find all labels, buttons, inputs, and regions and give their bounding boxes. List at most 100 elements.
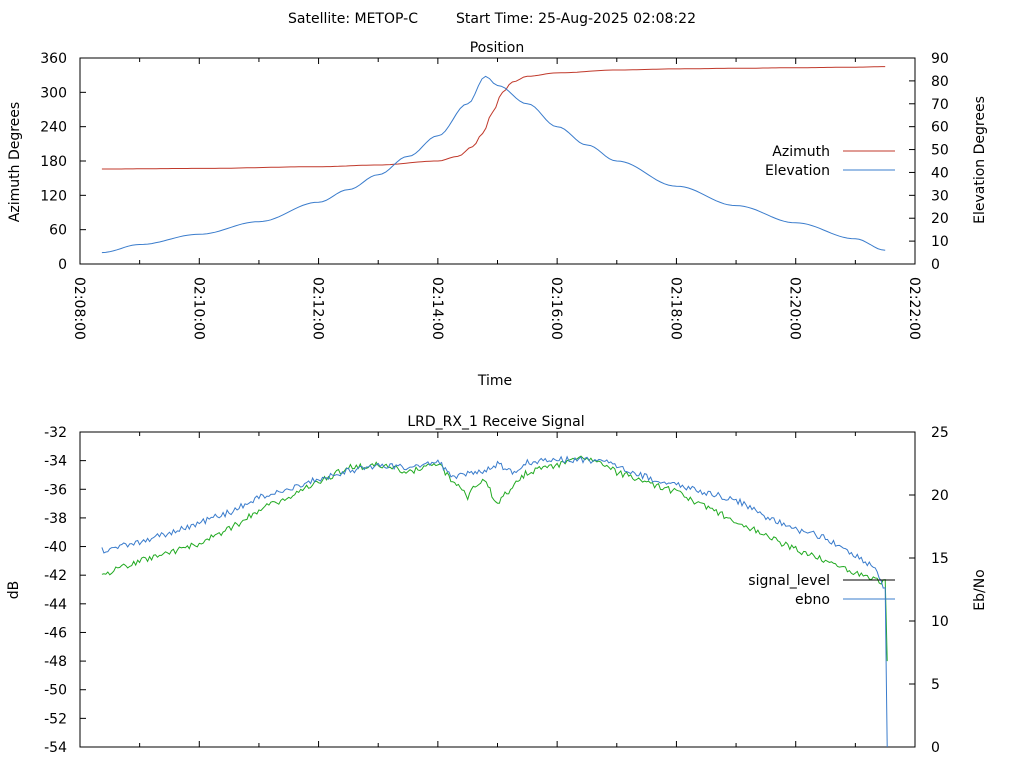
signal-series-signal-level-point xyxy=(407,472,408,473)
signal-series-ebno-point xyxy=(199,522,200,523)
position-series-azimuth-point xyxy=(616,69,617,70)
signal-series-signal-level-point xyxy=(199,543,200,544)
signal-y-tick-label: -42 xyxy=(44,568,67,584)
signal-series-ebno-point xyxy=(736,499,737,500)
signal-chart-title: LRD_RX_1 Receive Signal xyxy=(407,414,584,430)
signal-series-signal-level-point xyxy=(318,482,319,483)
signal-series-ebno-point xyxy=(318,478,319,479)
position-series-elevation-line xyxy=(101,75,886,254)
position-y-tick-label: 0 xyxy=(58,257,67,273)
signal-series-signal-level-point xyxy=(887,661,888,662)
signal-series-ebno-point xyxy=(101,550,102,551)
signal-series-signal-level-point xyxy=(557,464,558,465)
signal-series-signal-level-point xyxy=(482,477,483,478)
signal-y2-tick-label: 20 xyxy=(931,488,949,504)
signal-series-ebno-point xyxy=(229,512,230,513)
position-x-tick-label: 02:18:00 xyxy=(667,277,683,340)
signal-y-tick-label: -46 xyxy=(44,625,67,641)
position-series-elevation-point xyxy=(139,244,140,245)
signal-y-tick-label: -32 xyxy=(44,425,67,441)
position-y2-tick-label: 30 xyxy=(931,188,949,204)
position-y2-tick-label: 80 xyxy=(931,74,949,90)
signal-series-signal-level-point xyxy=(139,560,140,561)
position-series-elevation-point xyxy=(199,234,200,235)
position-series-azimuth-point xyxy=(676,68,677,69)
signal-series-ebno-point xyxy=(348,471,349,472)
position-series-azimuth-point xyxy=(472,146,473,147)
signal-y-tick-label: -34 xyxy=(44,454,67,470)
signal-series-ebno-point xyxy=(288,489,289,490)
signal-y-tick-label: -44 xyxy=(44,597,67,613)
position-y2-tick-label: 10 xyxy=(931,234,949,250)
signal-series-signal-level-point xyxy=(288,496,289,497)
signal-series-signal-level-point xyxy=(258,510,259,511)
signal-series-signal-level-point xyxy=(676,492,677,493)
signal-series-ebno-point xyxy=(139,542,140,543)
signal-series-signal-level-point xyxy=(512,486,513,487)
signal-legend-label: signal_level xyxy=(748,573,830,589)
position-x-tick-label: 02:22:00 xyxy=(906,277,922,340)
signal-series-signal-level-point xyxy=(527,472,528,473)
position-series-elevation-point xyxy=(407,156,408,157)
signal-series-ebno-point xyxy=(855,555,856,556)
signal-series-ebno-point xyxy=(616,464,617,465)
position-series-elevation-point xyxy=(586,144,587,145)
position-series-azimuth-point xyxy=(502,92,503,93)
signal-series-signal-level-point xyxy=(765,536,766,537)
signal-series-ebno-point xyxy=(407,467,408,468)
position-plot-frame xyxy=(79,57,916,265)
position-y-tick-label: 120 xyxy=(40,188,67,204)
position-series-azimuth-point xyxy=(492,112,493,113)
signal-series-ebno-point xyxy=(706,492,707,493)
position-y2-tick-label: 0 xyxy=(931,257,940,273)
signal-series-signal-level-point xyxy=(229,529,230,530)
position-series-elevation-point xyxy=(467,103,468,104)
signal-series-signal-level-point xyxy=(736,520,737,521)
signal-y-tick-label: -52 xyxy=(44,711,67,727)
signal-series-signal-level-point xyxy=(437,463,438,464)
position-series-elevation-point xyxy=(378,174,379,175)
signal-legend-label: ebno xyxy=(795,592,830,608)
signal-plot-frame xyxy=(79,431,916,748)
position-y2-tick-label: 90 xyxy=(931,51,949,67)
position-series-azimuth-point xyxy=(437,160,438,161)
plot-layer: 02:08:00 02:10:00 02:12:00 02:14:00 02:16:00… xyxy=(40,51,949,756)
position-series-azimuth-point xyxy=(378,164,379,165)
position-series-elevation-point xyxy=(855,238,856,239)
position-x-tick-label: 02:16:00 xyxy=(548,277,564,340)
position-series-elevation-point xyxy=(736,205,737,206)
signal-series-signal-level-point xyxy=(855,572,856,573)
position-legend-label: Azimuth xyxy=(772,144,830,160)
signal-y2-axis-label: Eb/No xyxy=(972,569,988,611)
signal-series-ebno-point xyxy=(676,484,677,485)
position-y-tick-label: 180 xyxy=(40,154,67,170)
signal-y2-tick-label: 25 xyxy=(931,425,949,441)
signal-series-ebno-point xyxy=(887,746,888,747)
position-series-elevation-point xyxy=(497,85,498,86)
position-y-axis-label: Azimuth Degrees xyxy=(7,102,23,222)
position-series-elevation-point xyxy=(101,252,102,253)
satellite-label: Satellite: METOP-C xyxy=(288,11,418,27)
signal-y2-tick-label: 10 xyxy=(931,614,949,630)
signal-series-signal-level-point xyxy=(452,482,453,483)
signal-series-ebno-point xyxy=(512,472,513,473)
signal-y-tick-label: -36 xyxy=(44,482,67,498)
position-series-azimuth-point xyxy=(318,166,319,167)
signal-series-signal-level-line xyxy=(101,455,888,662)
signal-series-ebno-point xyxy=(557,459,558,460)
signal-y-tick-label: -38 xyxy=(44,511,67,527)
signal-y2-tick-label: 0 xyxy=(931,740,940,756)
signal-series-ebno-point xyxy=(885,589,886,590)
position-series-elevation-point xyxy=(348,189,349,190)
position-series-azimuth-point xyxy=(457,156,458,157)
signal-series-signal-level-point xyxy=(616,472,617,473)
position-series-azimuth-point xyxy=(199,168,200,169)
position-x-axis-label: Time xyxy=(477,373,512,389)
position-series-elevation-point xyxy=(557,126,558,127)
position-x-tick-label: 02:20:00 xyxy=(787,277,803,340)
signal-y-tick-label: -54 xyxy=(44,740,67,756)
position-series-azimuth-point xyxy=(557,72,558,73)
signal-series-ebno-point xyxy=(497,463,498,464)
